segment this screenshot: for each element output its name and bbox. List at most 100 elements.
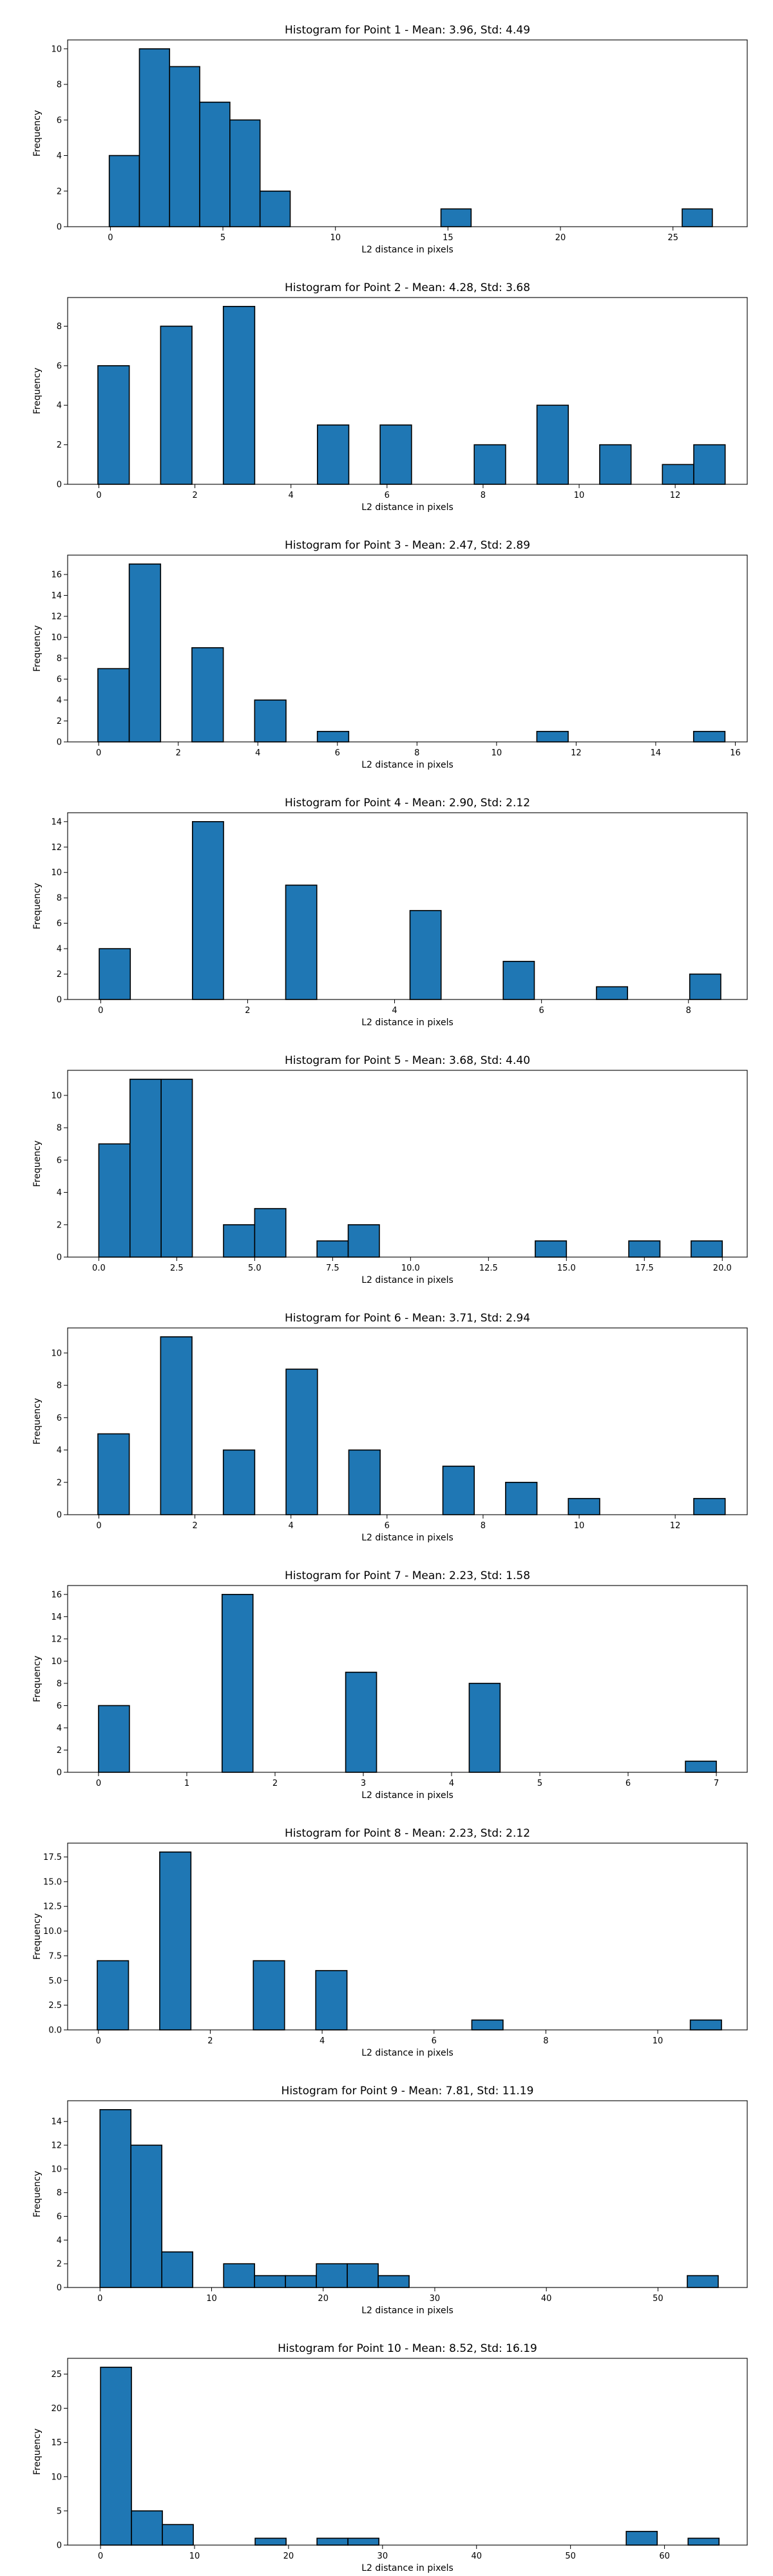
y-tick-label: 15	[51, 2438, 62, 2448]
plot-frame	[67, 2100, 748, 2288]
x-tick-label: 10	[206, 2294, 217, 2304]
y-tick-label: 10	[51, 633, 62, 643]
y-tick-label: 2	[57, 187, 62, 196]
histogram-bar	[599, 444, 632, 485]
histogram-bar	[316, 2263, 348, 2288]
histogram-bar	[409, 910, 442, 1000]
y-tick-label: 0	[57, 2541, 62, 2551]
y-tick-label: 2	[57, 2260, 62, 2269]
histogram-bar	[97, 668, 130, 743]
y-tick-label: 6	[57, 2212, 62, 2222]
x-tick-label: 0	[96, 491, 101, 500]
x-tick-label: 0	[108, 233, 113, 243]
histogram-chart-5: Histogram for Point 5 - Mean: 3.68, Std:…	[32, 1054, 748, 1285]
y-tick-label: 4	[57, 696, 62, 706]
y-tick-label: 2	[57, 1478, 62, 1488]
y-tick-label: 6	[57, 361, 62, 371]
histogram-bar	[222, 1449, 256, 1515]
x-axis-label: L2 distance in pixels	[361, 245, 453, 255]
x-axis-label: L2 distance in pixels	[361, 1275, 453, 1285]
histogram-bar	[254, 2537, 287, 2546]
x-tick-label: 4	[320, 2036, 325, 2046]
histogram-bar	[440, 208, 472, 227]
y-tick-label: 10.0	[43, 1927, 62, 1937]
chart-title: Histogram for Point 8 - Mean: 2.23, Std:…	[285, 1827, 530, 1840]
histogram-bar	[162, 2524, 194, 2546]
y-tick-label: 25	[51, 2370, 62, 2380]
x-tick-label: 14	[651, 748, 662, 758]
x-tick-label: 2.5	[170, 1264, 184, 1273]
histogram-bar	[254, 699, 287, 743]
x-tick-label: 10	[574, 1521, 585, 1531]
x-tick-label: 25	[667, 233, 678, 243]
histogram-bar	[691, 1240, 723, 1258]
histogram-bar	[138, 48, 171, 227]
x-tick-label: 20	[318, 2294, 329, 2304]
histogram-bar	[682, 208, 713, 227]
y-axis-label: Frequency	[32, 1913, 43, 1960]
histogram-bar	[98, 1143, 131, 1258]
plot-frame	[67, 1585, 748, 1773]
chart-title: Histogram for Point 1 - Mean: 3.96, Std:…	[285, 24, 530, 37]
histogram-bar	[468, 1683, 501, 1773]
y-tick-label: 5	[57, 2506, 62, 2516]
x-tick-label: 10	[653, 2036, 663, 2046]
histogram-bar	[100, 2367, 132, 2546]
histogram-bar	[254, 1208, 287, 1258]
y-tick-label: 14	[51, 591, 62, 601]
y-tick-label: 17.5	[43, 1853, 62, 1862]
histogram-bar	[159, 1852, 192, 2031]
histogram-bar	[662, 464, 694, 485]
x-tick-label: 50	[565, 2552, 576, 2561]
histogram-bar	[99, 948, 131, 1000]
y-tick-label: 10	[51, 2472, 62, 2482]
histogram-chart-4: Histogram for Point 4 - Mean: 2.90, Std:…	[32, 797, 748, 1028]
y-tick-label: 12	[51, 2141, 62, 2151]
x-tick-label: 0	[96, 1521, 101, 1531]
histogram-bar	[689, 2019, 722, 2031]
x-tick-label: 6	[432, 2036, 437, 2046]
y-tick-label: 2	[57, 1746, 62, 1756]
x-tick-label: 2	[192, 491, 197, 500]
x-tick-label: 8	[481, 491, 486, 500]
x-tick-label: 8	[686, 1006, 691, 1016]
y-tick-label: 4	[57, 1446, 62, 1455]
histogram-bar	[568, 1498, 600, 1515]
y-axis-label: Frequency	[32, 110, 43, 156]
histogram-bar	[628, 1240, 661, 1258]
x-axis-label: L2 distance in pixels	[361, 1790, 453, 1801]
plot-frame	[67, 812, 748, 1000]
x-axis-label: L2 distance in pixels	[361, 2563, 453, 2573]
x-tick-label: 1	[184, 1779, 189, 1788]
x-tick-label: 4	[289, 491, 294, 500]
histogram-bar	[97, 1433, 130, 1515]
y-tick-label: 0	[57, 480, 62, 490]
histogram-bar	[223, 1224, 256, 1258]
x-tick-label: 0	[96, 1779, 101, 1788]
y-tick-label: 6	[57, 1414, 62, 1423]
y-tick-label: 0	[57, 2284, 62, 2293]
y-tick-label: 10	[51, 1091, 62, 1101]
y-axis-label: Frequency	[32, 2171, 43, 2217]
y-tick-label: 0	[57, 738, 62, 748]
histogram-bar	[536, 404, 569, 485]
histogram-bar	[221, 1594, 254, 1773]
histogram-bar	[97, 1960, 129, 2031]
histogram-bar	[285, 884, 318, 1000]
plot-frame	[67, 1842, 748, 2031]
x-tick-label: 60	[659, 2552, 670, 2561]
y-tick-label: 14	[51, 817, 62, 827]
y-tick-label: 2	[57, 717, 62, 726]
histogram-chart-8: Histogram for Point 8 - Mean: 2.23, Std:…	[32, 1827, 748, 2058]
histogram-bar	[693, 444, 726, 485]
y-tick-label: 8	[57, 322, 62, 332]
y-tick-label: 10	[51, 44, 62, 54]
x-tick-label: 15.0	[557, 1264, 576, 1273]
histogram-bar	[316, 730, 350, 743]
x-tick-label: 7	[714, 1779, 719, 1788]
histogram-bar	[169, 66, 200, 227]
histogram-chart-6: Histogram for Point 6 - Mean: 3.71, Std:…	[32, 1312, 748, 1543]
x-tick-label: 15	[443, 233, 453, 243]
x-tick-label: 6	[335, 748, 340, 758]
y-tick-label: 0	[57, 223, 62, 232]
